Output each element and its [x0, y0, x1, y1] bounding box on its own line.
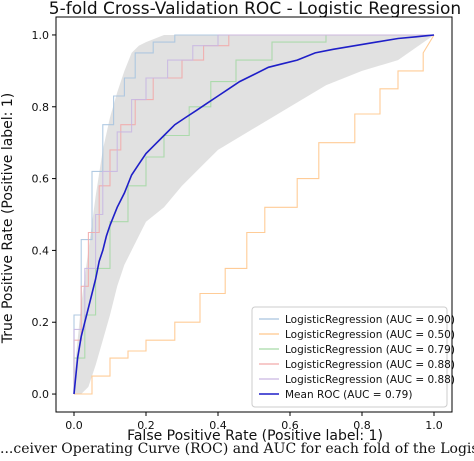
y-axis-label: True Positive Rate (Positive label: 1): [0, 93, 16, 344]
mean-roc-line: [73, 34, 435, 395]
legend-label: LogisticRegression (AUC = 0.79): [285, 344, 455, 356]
x-tick-label: 0.6: [281, 419, 299, 432]
plot-frame: [55, 16, 453, 413]
y-tick-label: 1.0: [32, 29, 50, 42]
legend-label: LogisticRegression (AUC = 0.88): [285, 374, 455, 386]
x-tick-label: 1.0: [425, 419, 443, 432]
fold-roc-line-5: [73, 34, 434, 394]
legend-box: [251, 306, 448, 408]
legend: LogisticRegression (AUC = 0.90) LogisticR…: [251, 306, 455, 408]
y-tick-label: 0.0: [32, 388, 50, 401]
y-tick-label: 0.8: [32, 101, 50, 114]
x-tick-label: 0.8: [353, 419, 371, 432]
legend-label: Mean ROC (AUC = 0.79): [285, 389, 412, 401]
legend-label: LogisticRegression (AUC = 0.50): [285, 329, 455, 341]
y-tick-label: 0.2: [32, 316, 50, 329]
x-axis-label: False Positive Rate (Positive label: 1): [127, 428, 383, 444]
fold-roc-line-2: [74, 34, 435, 395]
fold-roc-line-1: [73, 34, 434, 394]
plot-area: 0.0 0.0 0.2 0.2 0.4 0.4 0.6 0.6 0.8 0.8 1.0 1.0 Logi…: [32, 16, 455, 432]
x-tick-label: 0.2: [137, 419, 155, 432]
legend-label: LogisticRegression (AUC = 0.88): [285, 359, 455, 371]
y-tick-label: 0.6: [32, 173, 50, 186]
y-tick-label: 0.4: [32, 244, 50, 257]
confidence-band: [74, 35, 434, 394]
legend-label: LogisticRegression (AUC = 0.90): [285, 314, 455, 326]
x-tick-label: 0.0: [65, 419, 83, 432]
fold-roc-line-3: [73, 34, 434, 394]
chart-title: 5-fold Cross-Validation ROC - Logistic R…: [49, 0, 461, 19]
x-tick-label: 0.4: [209, 419, 227, 432]
figure-caption: ...ceiver Operating Curve (ROC) and AUC …: [0, 441, 474, 457]
